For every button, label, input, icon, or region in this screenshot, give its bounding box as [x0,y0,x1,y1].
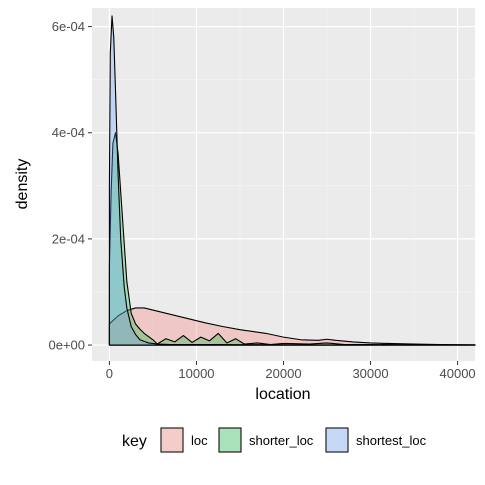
major-gridlines [92,8,475,361]
legend-key-shorter-loc [218,427,242,453]
x-tick-label: 10000 [178,366,214,381]
x-tick-label: 40000 [440,366,476,381]
legend-title: key [122,433,147,450]
axes: 0 10000 20000 30000 40000 0e+00 2e-04 4e-04 6e-0… [48,19,475,381]
y-axis-title: density [14,159,31,210]
density-area-shortest-loc [108,15,476,346]
legend-label-shortest-loc: shortest_loc [356,433,427,448]
y-tick-label: 0e+00 [48,338,85,353]
legend: key loc shorter_loc shortest_loc [122,427,427,453]
y-tick-label: 2e-04 [52,231,85,246]
legend-label-shorter-loc: shorter_loc [249,433,314,448]
y-tick-label: 6e-04 [52,19,85,34]
legend-swatch-shortest-loc [325,427,349,453]
legend-swatch-shorter-loc [218,427,242,453]
y-tick-label: 4e-04 [52,125,85,140]
x-axis-title: location [255,386,310,403]
x-tick-label: 20000 [265,366,301,381]
density-area-loc [108,307,476,346]
x-tick-label: 30000 [352,366,388,381]
density-areas [108,15,476,346]
legend-key-shortest-loc [325,427,349,453]
legend-swatch-loc [160,427,184,453]
x-tick-label: 0 [106,366,113,381]
legend-label-loc: loc [191,433,208,448]
density-area-shorter-loc [108,132,476,346]
legend-key-loc [160,427,184,453]
